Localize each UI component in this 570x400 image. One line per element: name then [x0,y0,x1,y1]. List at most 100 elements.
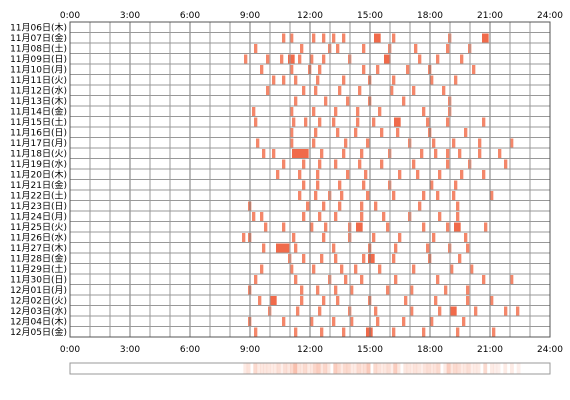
event-cell [318,306,322,316]
event-cell [396,128,400,137]
event-cell [450,306,457,316]
event-cell [254,44,258,53]
event-cell [322,201,326,211]
event-cell [312,138,316,148]
summary-cell [283,363,288,374]
summary-cell [420,363,424,374]
event-cell [372,233,376,242]
summary-cell [433,363,438,374]
event-cell [460,170,464,179]
event-cell [314,128,318,137]
row-label: 11月28日(金) [10,253,67,265]
row-label: 11月30日(日) [10,275,67,286]
event-cell [298,191,302,200]
summary-cell [286,363,291,374]
event-cell [402,317,406,326]
event-cell [398,170,402,179]
event-cell [380,159,384,169]
summary-cell [263,363,268,374]
event-cell [310,317,314,326]
row-label: 11月22日(土) [10,190,67,202]
event-cell [482,117,486,127]
event-cell [350,285,354,295]
summary-cell [276,363,281,374]
summary-cell [446,363,451,374]
top-tick-label: 6:00 [180,11,200,21]
event-cell [302,212,306,221]
event-cell [290,65,294,74]
event-cell [474,306,478,316]
event-cell [482,33,489,43]
event-cell [292,149,309,158]
event-cell [422,107,426,116]
event-cell [340,191,344,200]
event-cell [426,243,430,253]
row-label: 11月24日(月) [10,212,67,223]
event-cell [490,191,494,200]
summary-cell [426,363,431,374]
event-cell [290,264,294,274]
event-cell [318,117,322,127]
event-cell [254,327,258,337]
event-cell [272,75,276,85]
summary-cell [403,363,408,374]
event-cell [404,296,408,305]
event-cell [346,96,350,106]
summary-cell [273,363,278,374]
row-label: 11月29日(土) [10,263,67,275]
event-cell [360,212,364,221]
event-cell [334,285,338,295]
row-label: 11月09日(日) [10,54,67,65]
summary-cell [306,363,311,374]
event-cell [360,149,364,158]
bottom-tick-label: 9:00 [240,345,260,355]
summary-cell [476,363,481,374]
summary-cell [516,363,521,374]
event-cell [510,275,514,284]
event-cell [454,75,458,85]
summary-strip [69,362,551,375]
summary-cell [243,363,248,374]
event-cell [266,54,270,64]
event-cell [332,243,336,253]
event-cell [272,149,276,158]
event-cell [446,222,450,232]
event-cell [490,296,494,305]
event-cell [394,243,398,253]
event-cell [334,254,338,263]
summary-cell [510,363,514,374]
summary-cell [260,363,264,374]
event-cell [290,138,294,148]
event-cell [366,327,373,337]
event-cell [282,159,286,169]
summary-cell [450,363,454,374]
event-cell [456,201,460,211]
event-cell [336,296,340,305]
event-cell [410,285,414,295]
event-cell [292,117,296,127]
event-cell [402,96,406,106]
row-label: 11月25日(火) [10,222,67,233]
summary-cell [443,363,448,374]
event-cell [332,317,336,326]
event-cell [358,86,362,95]
event-cell [282,317,286,326]
event-cell [320,327,324,337]
event-cell [266,86,270,95]
event-cell [254,275,258,284]
event-cell [288,54,295,64]
event-cell [332,117,336,127]
event-cell [318,65,322,74]
event-cell [434,149,438,158]
summary-cell [363,363,368,374]
row-label: 11月26日(水) [10,232,67,244]
event-cell [252,212,256,221]
summary-cell [290,363,294,374]
event-cell [436,191,440,200]
event-cell [510,138,514,148]
event-cell [458,149,462,158]
summary-cell [353,363,358,374]
event-cell [318,159,322,169]
row-label: 11月21日(金) [10,179,67,191]
bottom-tick-label: 3:00 [120,345,140,355]
